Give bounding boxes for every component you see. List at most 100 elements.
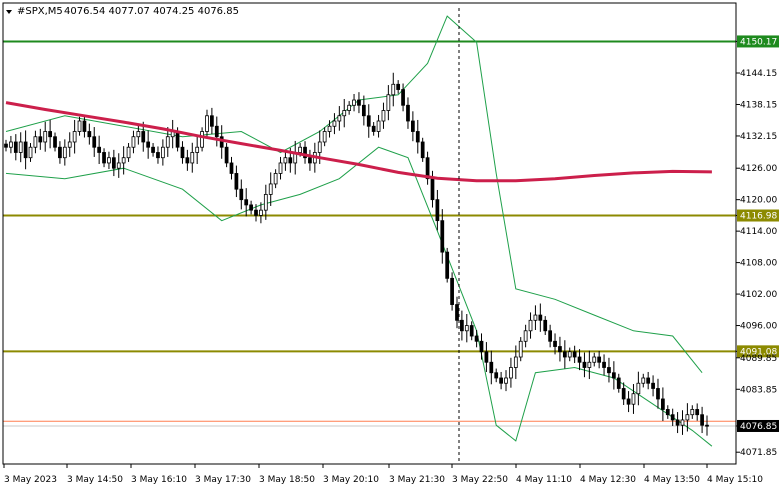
level-label-bg xyxy=(737,35,779,48)
candle-body xyxy=(553,340,557,347)
candle-body xyxy=(533,314,538,321)
candle-body xyxy=(278,162,283,174)
candle-body xyxy=(577,356,582,363)
candle-body xyxy=(4,143,8,148)
x-tick-label: 3 May 2023 xyxy=(4,475,57,485)
candle-body xyxy=(464,325,469,332)
candle-body xyxy=(621,388,626,400)
candle-body xyxy=(656,388,660,400)
candle-body xyxy=(646,377,651,384)
candle-body xyxy=(474,335,479,342)
level-label-bg xyxy=(737,345,779,358)
chart-title: #SPX,M5 4076.54 4077.07 4074.25 4076.85 xyxy=(6,6,239,17)
candle-body xyxy=(391,83,396,96)
candle-body xyxy=(298,146,302,153)
candle-body xyxy=(200,131,204,148)
y-tick-label: 4114.00 xyxy=(740,227,777,237)
current-price-label-bg xyxy=(737,419,779,432)
plot-frame xyxy=(2,2,737,465)
candle-body xyxy=(361,104,366,117)
candle-body xyxy=(528,319,533,332)
candle-body xyxy=(499,377,503,384)
candle-body xyxy=(322,131,327,143)
candle-body xyxy=(548,330,553,342)
y-axis-ticks: 4150.17 4144.15 4138.15 4132.15 4126.00 4120.… xyxy=(736,35,779,458)
candle-body xyxy=(58,146,62,159)
y-tick-label: 4138.15 xyxy=(740,100,777,110)
candle-body xyxy=(651,382,655,389)
bollinger-lower-line xyxy=(5,146,713,447)
candle-body xyxy=(572,351,577,358)
y-tick-label: 4126.00 xyxy=(740,164,777,174)
candle-body xyxy=(303,146,307,159)
candle-body xyxy=(229,162,234,174)
dropdown-arrow-icon[interactable] xyxy=(6,10,12,14)
x-tick-label: 3 May 22:50 xyxy=(452,475,508,485)
candle-body xyxy=(460,319,464,332)
x-tick-label: 3 May 21:30 xyxy=(389,475,445,485)
candle-body xyxy=(131,136,136,148)
candle-body xyxy=(396,83,401,90)
candle-body xyxy=(401,89,405,106)
candle-body xyxy=(366,115,371,127)
candle-body xyxy=(347,104,352,111)
y-tick-label: 4120.00 xyxy=(740,196,777,206)
candle-body xyxy=(611,372,616,379)
candle-body xyxy=(455,304,459,321)
candle-body xyxy=(381,110,386,122)
candle-body xyxy=(376,120,381,132)
candle-body xyxy=(190,152,195,164)
y-tick-label: 4132.15 xyxy=(740,132,777,142)
candle-body xyxy=(626,398,631,405)
candle-body xyxy=(77,120,82,132)
candle-body xyxy=(156,152,160,159)
candle-body xyxy=(141,131,146,143)
y-tick-label: 4108.00 xyxy=(740,259,777,269)
candle-body xyxy=(543,319,548,332)
candle-body xyxy=(116,162,121,169)
level-label: 4116.98 xyxy=(740,212,777,222)
candle-body xyxy=(327,125,332,132)
candle-body xyxy=(415,131,420,143)
y-tick-label: 4089.85 xyxy=(740,354,777,364)
candle-body xyxy=(342,110,347,117)
candle-body xyxy=(675,419,680,426)
candle-body xyxy=(587,361,592,368)
current-price-label: 4076.85 xyxy=(740,422,777,432)
candle-body xyxy=(224,146,229,164)
candle-body xyxy=(185,157,190,164)
candle-body xyxy=(631,393,636,405)
level-label-bg xyxy=(737,209,779,222)
candle-body xyxy=(288,157,293,164)
candle-body xyxy=(700,414,704,426)
candle-body xyxy=(440,220,445,253)
x-tick-label: 3 May 16:10 xyxy=(131,475,187,485)
x-tick-label: 3 May 14:50 xyxy=(67,475,123,485)
level-label: 4150.17 xyxy=(740,37,777,47)
candle-body xyxy=(48,131,52,138)
candle-body xyxy=(371,125,376,132)
candle-body xyxy=(562,351,567,358)
candle-body xyxy=(146,141,151,148)
candle-body xyxy=(165,136,170,148)
ohlc-readout: 4076.54 4077.07 4074.25 4076.85 xyxy=(64,6,239,17)
candle-body xyxy=(38,136,43,143)
candle-body xyxy=(690,409,695,416)
candle-body xyxy=(661,398,665,410)
candle-body xyxy=(425,157,430,180)
candle-body xyxy=(695,409,700,416)
candle-body xyxy=(33,136,38,148)
candle-body xyxy=(513,356,518,368)
x-tick-label: 4 May 12:30 xyxy=(580,475,636,485)
candle-body xyxy=(484,351,489,363)
symbol-label: #SPX,M5 xyxy=(17,6,63,17)
candle-body xyxy=(87,131,92,138)
candle-body xyxy=(523,330,528,342)
level-label: 4091.08 xyxy=(740,347,777,357)
candle-body xyxy=(259,209,263,216)
candle-body xyxy=(607,367,611,374)
candle-body xyxy=(126,146,131,159)
candle-body xyxy=(205,115,209,132)
